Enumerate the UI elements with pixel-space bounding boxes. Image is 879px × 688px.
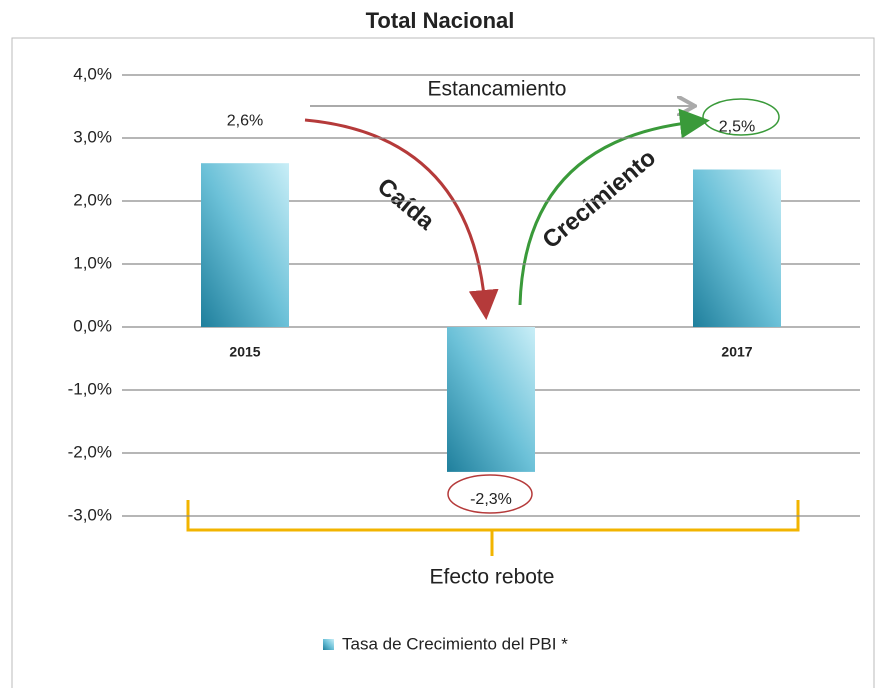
y-tick-label: 3,0% [73, 127, 112, 146]
annotation: Caída [372, 173, 440, 236]
annotation: Estancamiento [428, 78, 567, 101]
y-tick-label: 2,0% [73, 190, 112, 209]
data-label: 2,5% [719, 119, 755, 136]
x-tick-label: 2015 [229, 344, 260, 360]
bar [447, 327, 535, 472]
data-label: -2,3% [470, 491, 512, 508]
y-tick-label: -3,0% [68, 505, 112, 524]
x-tick-label: 2017 [721, 344, 752, 360]
annotation: Efecto rebote [430, 566, 555, 589]
bar [201, 163, 289, 327]
legend-label: Tasa de Crecimiento del PBI * [342, 634, 568, 653]
chart-frame [11, 37, 875, 688]
y-tick-label: -2,0% [68, 442, 112, 461]
y-tick-label: 1,0% [73, 253, 112, 272]
chart-title: Total Nacional [366, 8, 515, 33]
legend-swatch [323, 639, 334, 650]
bracket [186, 500, 800, 556]
y-tick-label: 0,0% [73, 316, 112, 335]
y-tick-label: -1,0% [68, 379, 112, 398]
highlight [447, 474, 533, 514]
y-tick-label: 4,0% [73, 64, 112, 83]
highlight [702, 98, 780, 136]
data-label: 2,6% [227, 112, 263, 129]
annotation: Crecimiento [537, 144, 661, 254]
arrow [518, 108, 710, 306]
bar [693, 169, 781, 327]
